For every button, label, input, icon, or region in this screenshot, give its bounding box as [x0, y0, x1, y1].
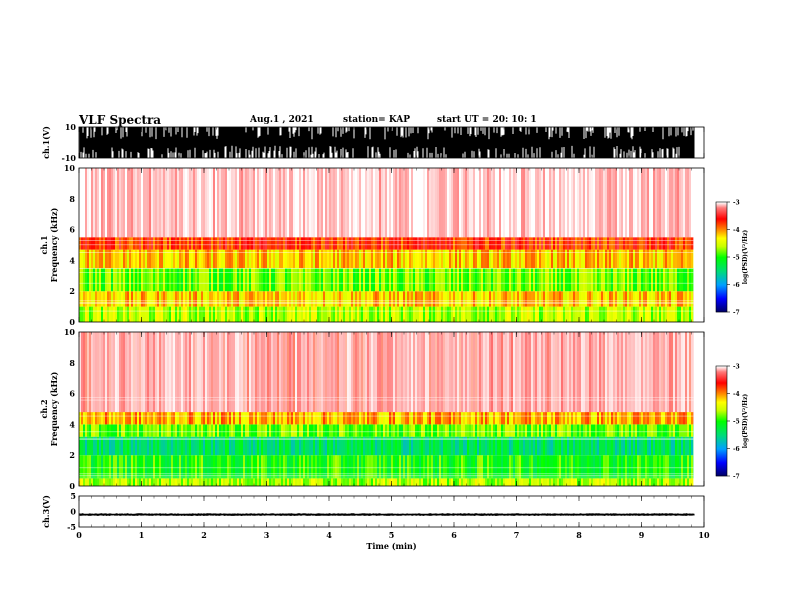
x-tick-label: 3: [264, 530, 270, 540]
ch3-waveform-ylabel: ch.3(V): [41, 495, 51, 528]
x-tick-label: 0: [76, 530, 82, 540]
ch1-waveform-ylabel: ch.1(V): [41, 126, 51, 159]
ch1-spectrogram-ytick-label: 4: [69, 255, 75, 265]
ch1-spectrogram-colorbar-tick-label: -6: [733, 282, 740, 289]
ch1-spectrogram-colorbar: [716, 202, 727, 312]
ch3-waveform-ytick-label: 0: [70, 507, 76, 517]
ch3-waveform-ytick-label: 5: [70, 491, 76, 501]
ch2-spectrogram-colorbar-tick-label: -3: [733, 364, 740, 371]
ch1-spectrogram-colorbar-label: log(PSD)(V²/Hz): [742, 230, 749, 285]
x-tick-label: 4: [326, 530, 332, 540]
ch2-spectrogram-ytick-label: 6: [69, 389, 75, 399]
ch2-spectrogram-colorbar-label: log(PSD)(V²/Hz): [742, 394, 749, 449]
ch1-waveform-ytick-label: -10: [62, 153, 77, 163]
vlf-figure: -1010ch.1(V)0246810ch.1 Frequency (kHz)-3…: [0, 0, 792, 612]
ch2-spectrogram-ylabel-channel: ch.2: [39, 399, 49, 418]
ch1-spectrogram-colorbar-tick-label: -4: [733, 227, 740, 234]
ch2-spectrogram-ytick-label: 4: [69, 419, 75, 429]
ch1-spectrogram-ytick-label: 0: [69, 317, 75, 327]
ch2-spectrogram-colorbar: [716, 366, 727, 476]
ch2-spectrogram-band: [79, 424, 695, 436]
ch2-spectrogram-ytick-label: 8: [69, 358, 75, 368]
ch2-spectrogram-ylabel-frequency: Frequency (kHz): [49, 371, 59, 446]
ch2-spectrogram-colorbar-tick-label: -7: [733, 474, 740, 481]
x-tick-label: 8: [576, 530, 582, 540]
ch1-spectrogram-colorbar-tick-label: -3: [733, 200, 740, 207]
ch1-waveform-trace: [80, 127, 694, 158]
ch2-spectrogram-band: [79, 412, 695, 424]
ch2-spectrogram-nodata: [693, 332, 704, 486]
ch1-spectrogram-colorbar-tick-label: -7: [733, 310, 740, 317]
ch2-spectrogram-ytick-label: 0: [69, 481, 75, 491]
spectrogram-layer: [79, 168, 727, 486]
ch1-spectrogram-ytick-label: 8: [69, 194, 75, 204]
ch3-waveform-ytick-label: -5: [67, 522, 76, 532]
ch1-spectrogram-ylabel-frequency: Frequency (kHz): [49, 207, 59, 282]
ch2-spectrogram-colorbar-tick-label: -4: [733, 391, 740, 398]
ch2-spectrogram-colorbar-tick-label: -6: [733, 446, 740, 453]
ch2-spectrogram-band: [79, 478, 695, 486]
ch1-spectrogram-band: [79, 291, 695, 306]
ch1-waveform-ytick-label: 10: [65, 122, 77, 132]
ch1-spectrogram-ylabel-channel: ch.1: [39, 235, 49, 254]
ch1-spectrogram-band: [79, 268, 695, 291]
ch1-spectrogram-colorbar-tick-label: -5: [733, 255, 740, 262]
ch2-spectrogram-band: [79, 455, 695, 478]
x-tick-label: 6: [451, 530, 457, 540]
ch1-spectrogram-nodata: [693, 168, 704, 322]
ch1-spectrogram-ytick-label: 2: [69, 286, 75, 296]
x-tick-label: 10: [698, 530, 710, 540]
x-tick-label: 9: [639, 530, 645, 540]
x-axis-label: Time (min): [366, 541, 416, 551]
ch1-spectrogram-ytick-label: 6: [69, 225, 75, 235]
ch2-spectrogram-ytick-label: 2: [69, 450, 75, 460]
ch2-spectrogram-colorbar-tick-label: -5: [733, 419, 740, 426]
ch2-spectrogram-ytick-label: 10: [64, 327, 76, 337]
x-tick-label: 2: [201, 530, 207, 540]
x-tick-label: 5: [389, 530, 395, 540]
ch3-waveform-trace: [80, 513, 694, 516]
ch1-spectrogram-ytick-label: 10: [64, 163, 76, 173]
ch1-spectrogram-band: [79, 237, 695, 249]
ch1-spectrogram-band: [79, 168, 695, 237]
x-tick-label: 7: [514, 530, 520, 540]
ch1-spectrogram-band: [79, 307, 695, 322]
x-tick-label: 1: [139, 530, 145, 540]
